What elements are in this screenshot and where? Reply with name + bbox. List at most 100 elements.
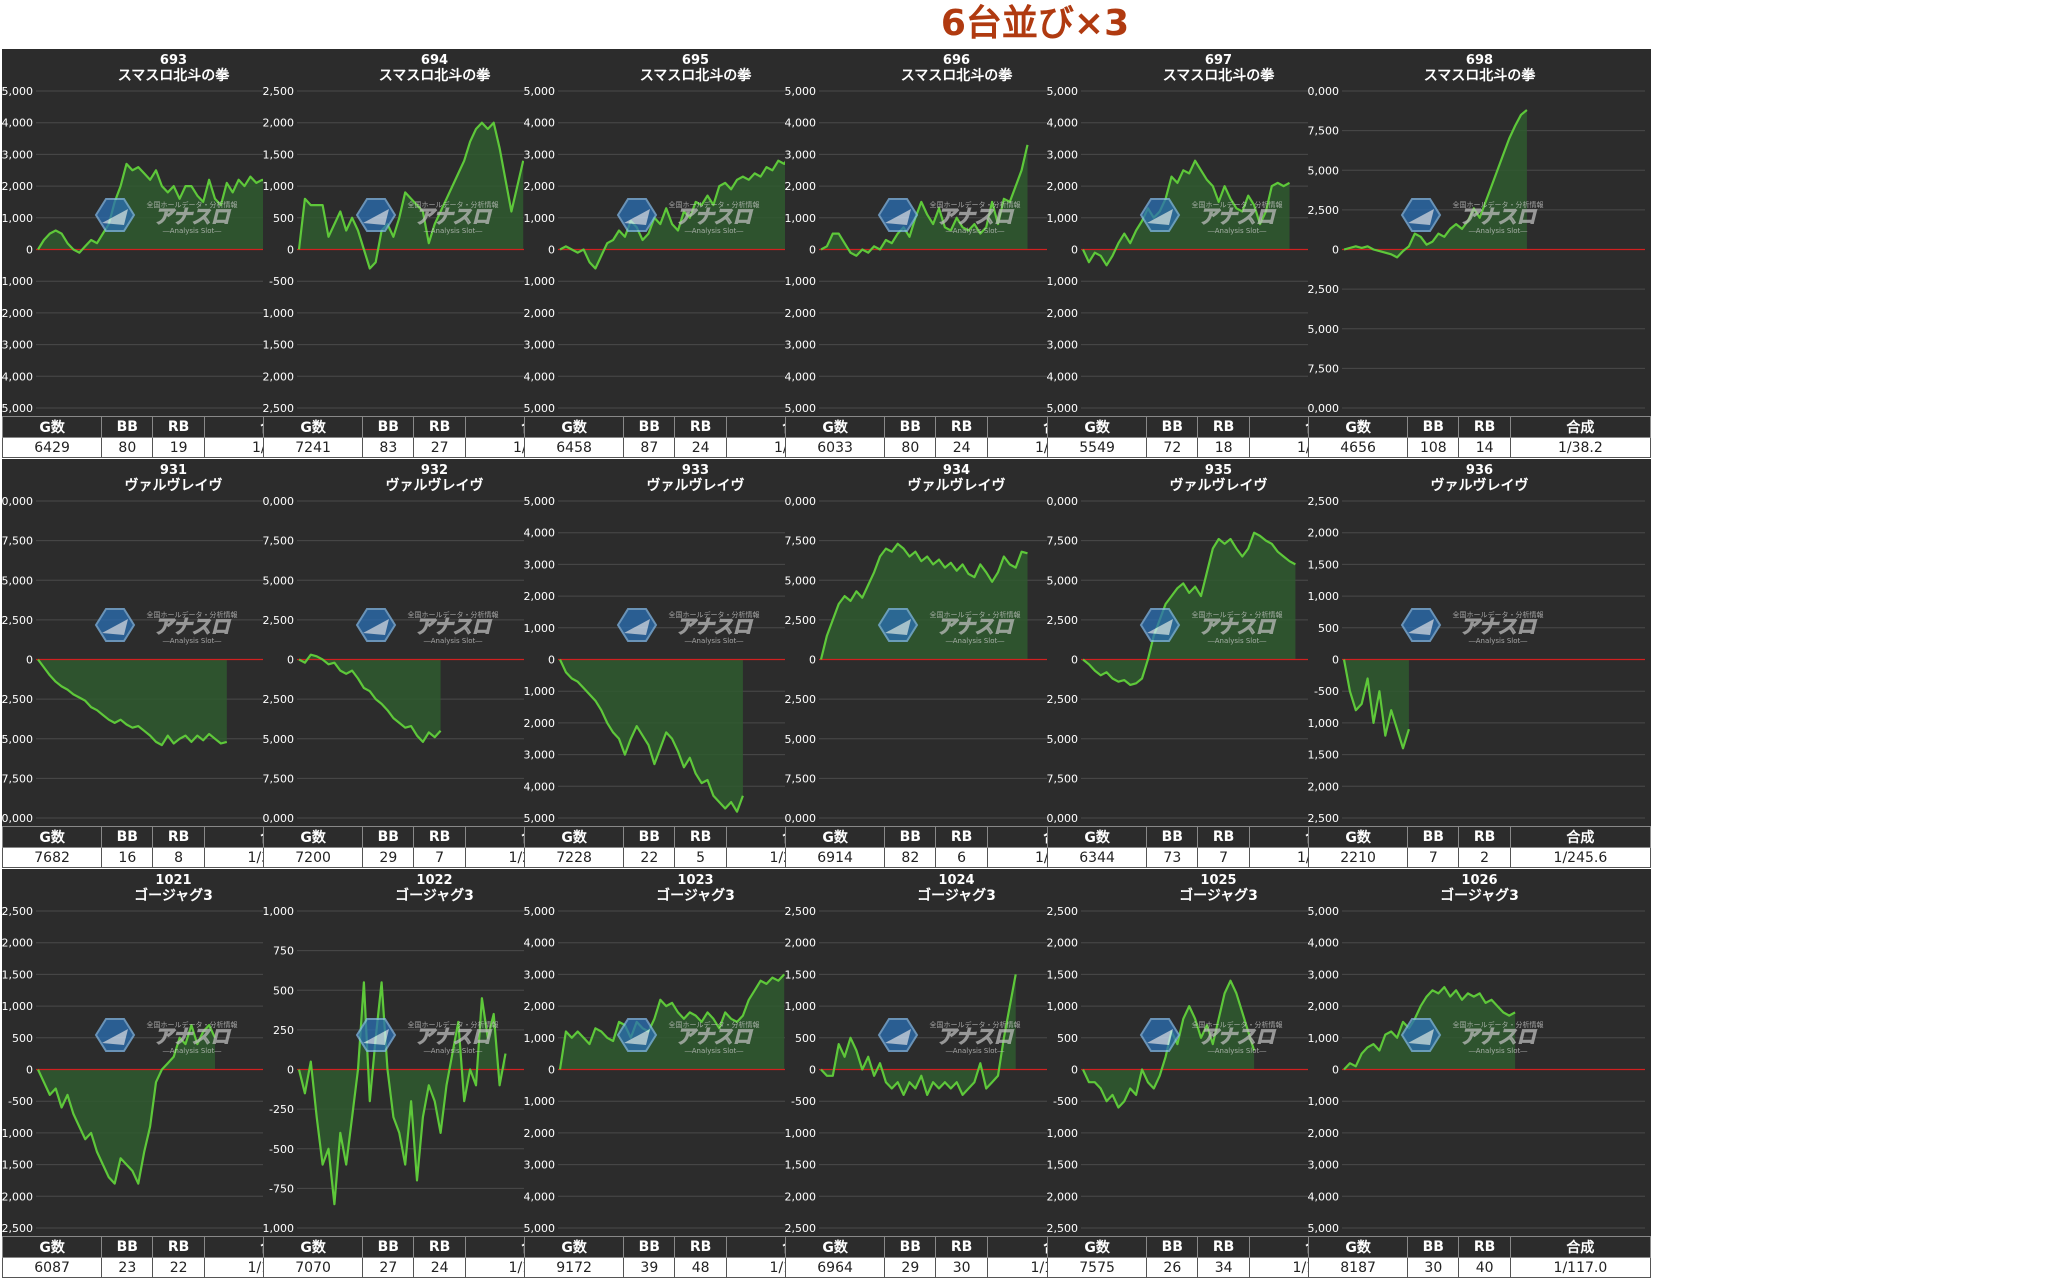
logo-swoosh-icon <box>1408 619 1434 635</box>
y-tick-label: 4,000 <box>1047 117 1078 130</box>
y-tick-label: 1,000 <box>1047 212 1078 225</box>
series-line <box>1343 986 1516 1071</box>
logo-swoosh-icon <box>363 209 389 225</box>
stats-value-games: 9172 <box>523 1257 625 1278</box>
stats-header-games: G数 <box>1307 826 1409 848</box>
watermark-tagline: 全国ホールデータ・分析情報 <box>1453 1020 1544 1029</box>
slump-chart: -2,500 -2,000 -1,500 -1,000 -500 0 500 1,000 1,5… <box>263 53 600 415</box>
machine-number: 1025 <box>1200 873 1236 888</box>
y-tick-label: 0 <box>1071 1064 1078 1077</box>
model-name: スマスロ北斗の拳 <box>901 67 1014 84</box>
y-tick-label: -2,500 <box>785 1222 816 1235</box>
y-tick-label: 2,000 <box>1047 180 1078 193</box>
series-area <box>299 122 524 269</box>
model-name: ゴージャグ3 <box>1179 887 1258 904</box>
y-tick-label: 1,500 <box>1308 558 1339 571</box>
stats-value-games: 6964 <box>784 1257 886 1278</box>
stats-header-games: G数 <box>1 1236 103 1258</box>
watermark-brand: アナスロ <box>1199 616 1277 638</box>
watermark-tagline: 全国ホールデータ・分析情報 <box>1192 610 1283 619</box>
y-tick-label: -2,500 <box>263 402 294 415</box>
stats-header-rb: RB <box>1458 826 1511 848</box>
y-tick-label: -1,500 <box>785 1159 816 1172</box>
series-line <box>559 659 744 813</box>
y-tick-label: 3,000 <box>1308 968 1339 981</box>
stats-value-bb: 22 <box>623 847 676 868</box>
y-tick-label: -3,000 <box>1047 339 1078 352</box>
series-line <box>1342 659 1410 750</box>
y-tick-label: -2,500 <box>1308 812 1339 825</box>
stats-header-combined: 合成 <box>1509 1236 1652 1258</box>
y-tick-label: 3,000 <box>524 148 555 161</box>
stats-value-bb: 39 <box>623 1257 676 1278</box>
stats-value-bb: 30 <box>1407 1257 1460 1278</box>
stats-header-games: G数 <box>523 1236 625 1258</box>
watermark-sub: ―Analysis Slot― <box>1208 1047 1266 1055</box>
y-tick-label: 5,000 <box>524 85 555 98</box>
y-tick-label: 7,500 <box>1308 125 1339 138</box>
y-tick-label: -2,000 <box>1308 1127 1339 1140</box>
y-tick-label: 2,500 <box>2 614 33 627</box>
chart-area: -2,500 -2,000 -1,500 -1,000 -500 0 500 1,000 1,5… <box>1308 459 1651 826</box>
series-area <box>821 543 1028 660</box>
stats-header-rb: RB <box>1197 1236 1250 1258</box>
logo-hexagon-icon <box>1400 198 1442 232</box>
stats-header-rb: RB <box>152 1236 205 1258</box>
stats-header-rb: RB <box>674 1236 727 1258</box>
y-tick-label: -1,500 <box>2 1159 33 1172</box>
stats-value-bb: 108 <box>1407 437 1460 458</box>
series-area <box>38 163 304 253</box>
watermark-sub: ―Analysis Slot― <box>946 1047 1004 1055</box>
watermark-tagline: 全国ホールデータ・分析情報 <box>669 610 760 619</box>
y-tick-label: 2,000 <box>2 180 33 193</box>
watermark-sub: ―Analysis Slot― <box>946 637 1004 645</box>
watermark-tagline: 全国ホールデータ・分析情報 <box>1192 200 1283 209</box>
y-tick-label: -1,000 <box>1047 275 1078 288</box>
slump-chart: -5,000 -4,000 -3,000 -2,000 -1,000 0 1,000 2,00… <box>1308 873 1645 1235</box>
watermark-tagline: 全国ホールデータ・分析情報 <box>408 610 499 619</box>
y-tick-label: -10,000 <box>2 812 33 825</box>
y-tick-label: 5,000 <box>524 905 555 918</box>
y-tick-label: -2,000 <box>785 1190 816 1203</box>
stats-header-bb: BB <box>884 826 937 848</box>
y-tick-label: -3,000 <box>2 339 33 352</box>
stats-header-rb: RB <box>674 416 727 438</box>
stats-header-bb: BB <box>1407 416 1460 438</box>
y-tick-label: -2,500 <box>1047 1222 1078 1235</box>
model-name: スマスロ北斗の拳 <box>118 67 231 84</box>
y-tick-label: 10,000 <box>2 495 33 508</box>
series-line <box>1343 109 1528 259</box>
machine-number: 693 <box>160 53 187 68</box>
y-tick-label: 2,500 <box>1047 614 1078 627</box>
y-tick-label: -2,000 <box>1047 307 1078 320</box>
watermark-brand: アナスロ <box>415 616 493 638</box>
watermark-brand: アナスロ <box>676 616 754 638</box>
watermark-brand: アナスロ <box>154 206 232 228</box>
stats-header-bb: BB <box>101 826 154 848</box>
model-name: ヴァルヴレイヴ <box>125 477 223 494</box>
y-tick-label: -2,000 <box>524 1127 555 1140</box>
y-tick-label: 10,000 <box>263 495 294 508</box>
stats-header-bb: BB <box>623 826 676 848</box>
y-tick-label: -2,500 <box>2 693 33 706</box>
y-tick-label: -4,000 <box>2 370 33 383</box>
stats-header-rb: RB <box>413 826 466 848</box>
y-tick-label: 1,000 <box>1047 1000 1078 1013</box>
y-tick-label: -5,000 <box>2 402 33 415</box>
series-line <box>298 653 442 743</box>
stats-header-bb: BB <box>362 826 415 848</box>
stats-value-rb: 14 <box>1458 437 1511 458</box>
model-name: ヴァルヴレイヴ <box>908 477 1006 494</box>
watermark-tagline: 全国ホールデータ・分析情報 <box>930 1020 1021 1029</box>
watermark-tagline: 全国ホールデータ・分析情報 <box>1453 200 1544 209</box>
machine-number: 934 <box>943 463 970 478</box>
stats-header-combined: 合成 <box>1509 826 1652 848</box>
y-tick-label: -4,000 <box>1047 370 1078 383</box>
stats-value-games: 7682 <box>1 847 103 868</box>
stats-header-rb: RB <box>1458 1236 1511 1258</box>
stats-header-games: G数 <box>784 416 886 438</box>
